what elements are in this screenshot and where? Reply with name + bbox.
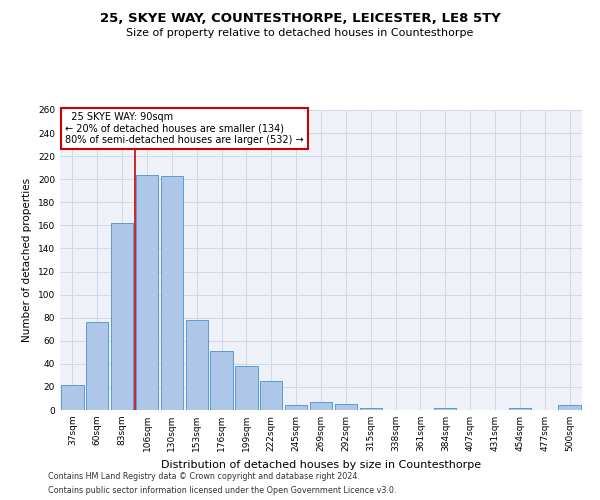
Bar [509,408,531,410]
Bar [235,366,257,410]
Bar [61,384,83,410]
Bar [335,404,357,410]
Text: Size of property relative to detached houses in Countesthorpe: Size of property relative to detached ho… [127,28,473,38]
Bar [559,406,581,410]
Text: 25, SKYE WAY, COUNTESTHORPE, LEICESTER, LE8 5TY: 25, SKYE WAY, COUNTESTHORPE, LEICESTER, … [100,12,500,26]
Bar [136,174,158,410]
Text: Contains public sector information licensed under the Open Government Licence v3: Contains public sector information licen… [48,486,397,495]
Bar [86,322,109,410]
Bar [359,408,382,410]
Bar [185,320,208,410]
Bar [111,223,133,410]
Bar [161,176,183,410]
Bar [310,402,332,410]
Bar [285,406,307,410]
Y-axis label: Number of detached properties: Number of detached properties [22,178,32,342]
X-axis label: Distribution of detached houses by size in Countesthorpe: Distribution of detached houses by size … [161,460,481,469]
Text: 25 SKYE WAY: 90sqm
← 20% of detached houses are smaller (134)
80% of semi-detach: 25 SKYE WAY: 90sqm ← 20% of detached hou… [65,112,304,144]
Bar [211,351,233,410]
Text: Contains HM Land Registry data © Crown copyright and database right 2024.: Contains HM Land Registry data © Crown c… [48,472,360,481]
Bar [260,381,283,410]
Bar [434,408,457,410]
